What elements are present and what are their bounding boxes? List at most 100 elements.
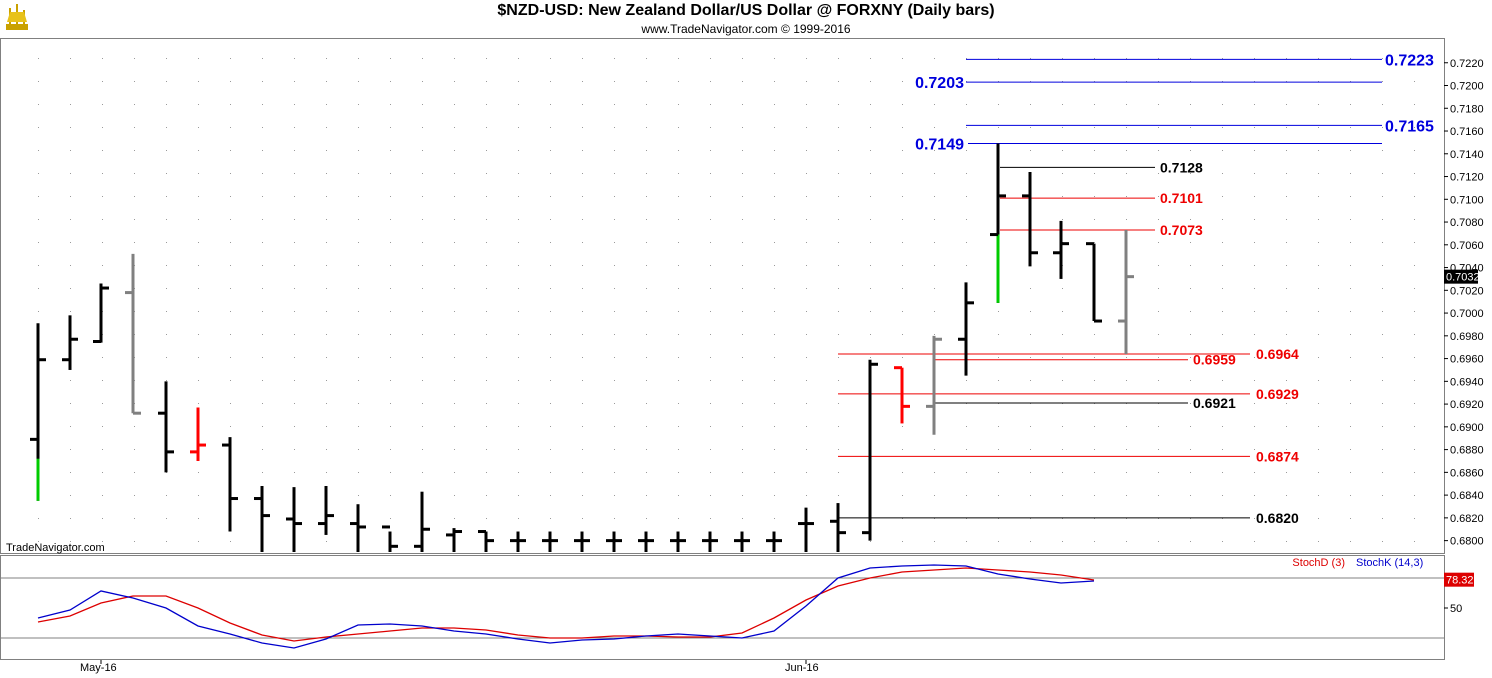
grid-dot (742, 311, 743, 312)
grid-dot (166, 173, 167, 174)
grid-dot (390, 495, 391, 496)
grid-dot (1030, 403, 1031, 404)
grid-dot (1254, 380, 1255, 381)
grid-dot (838, 150, 839, 151)
grid-dot (102, 380, 103, 381)
grid-dot (1158, 127, 1159, 128)
grid-dot (806, 380, 807, 381)
grid-dot (134, 242, 135, 243)
grid-dot (1414, 127, 1415, 128)
grid-dot (518, 104, 519, 105)
grid-dot (1190, 518, 1191, 519)
grid-dot (294, 173, 295, 174)
grid-dot (262, 426, 263, 427)
grid-dot (902, 150, 903, 151)
grid-dot (262, 127, 263, 128)
grid-dot (1062, 472, 1063, 473)
grid-dot (934, 472, 935, 473)
grid-dot (614, 265, 615, 266)
grid-dot (742, 380, 743, 381)
grid-dot (326, 403, 327, 404)
grid-dot (486, 196, 487, 197)
grid-dot (1254, 495, 1255, 496)
grid-dot (902, 127, 903, 128)
grid-dot (454, 104, 455, 105)
grid-dot (454, 150, 455, 151)
grid-dot (774, 242, 775, 243)
level-label: 0.6964 (1256, 346, 1299, 362)
grid-dot (1158, 449, 1159, 450)
grid-dot (1222, 472, 1223, 473)
grid-dot (1350, 311, 1351, 312)
grid-dot (422, 334, 423, 335)
grid-dot (1094, 403, 1095, 404)
grid-dot (870, 127, 871, 128)
grid-dot (1414, 518, 1415, 519)
grid-dot (1382, 518, 1383, 519)
grid-dot (422, 242, 423, 243)
grid-dot (166, 127, 167, 128)
grid-dot (742, 403, 743, 404)
grid-dot (550, 380, 551, 381)
grid-dot (1318, 495, 1319, 496)
grid-dot (134, 81, 135, 82)
grid-dot (294, 196, 295, 197)
grid-dot (262, 334, 263, 335)
grid-dot (486, 495, 487, 496)
grid-dot (582, 380, 583, 381)
grid-dot (806, 403, 807, 404)
level-label: 0.7223 (1385, 52, 1434, 69)
grid-dot (454, 403, 455, 404)
grid-dot (134, 196, 135, 197)
grid-dot (454, 518, 455, 519)
grid-dot (358, 426, 359, 427)
grid-dot (326, 449, 327, 450)
grid-dot (582, 518, 583, 519)
grid-dot (1254, 472, 1255, 473)
grid-dot (358, 173, 359, 174)
grid-dot (678, 403, 679, 404)
grid-dot (710, 449, 711, 450)
grid-dot (774, 334, 775, 335)
grid-dot (646, 449, 647, 450)
grid-dot (1094, 242, 1095, 243)
grid-dot (1030, 357, 1031, 358)
grid-dot (1094, 449, 1095, 450)
grid-dot (518, 173, 519, 174)
grid-dot (518, 242, 519, 243)
grid-dot (230, 81, 231, 82)
grid-dot (1062, 380, 1063, 381)
grid-dot (1062, 311, 1063, 312)
grid-dot (38, 81, 39, 82)
grid-dot (998, 357, 999, 358)
grid-dot (1190, 495, 1191, 496)
grid-dot (1318, 127, 1319, 128)
grid-dot (1382, 380, 1383, 381)
grid-dot (582, 265, 583, 266)
grid-dot (518, 288, 519, 289)
grid-dot (870, 81, 871, 82)
grid-dot (1062, 495, 1063, 496)
grid-dot (1158, 242, 1159, 243)
y-axis-tick-label: 0.7080 (1450, 217, 1484, 229)
grid-dot (102, 81, 103, 82)
grid-dot (422, 380, 423, 381)
grid-dot (1062, 81, 1063, 82)
grid-dot (678, 127, 679, 128)
grid-dot (1350, 288, 1351, 289)
grid-dot (1126, 173, 1127, 174)
grid-dot (710, 104, 711, 105)
grid-dot (902, 288, 903, 289)
grid-dot (646, 380, 647, 381)
grid-dot (358, 219, 359, 220)
grid-dot (1222, 104, 1223, 105)
grid-dot (486, 426, 487, 427)
grid-dot (198, 219, 199, 220)
grid-dot (1094, 334, 1095, 335)
grid-dot (774, 173, 775, 174)
grid-dot (1318, 150, 1319, 151)
grid-dot (102, 173, 103, 174)
grid-dot (230, 380, 231, 381)
level-label: 0.7101 (1160, 190, 1203, 206)
grid-dot (1286, 518, 1287, 519)
